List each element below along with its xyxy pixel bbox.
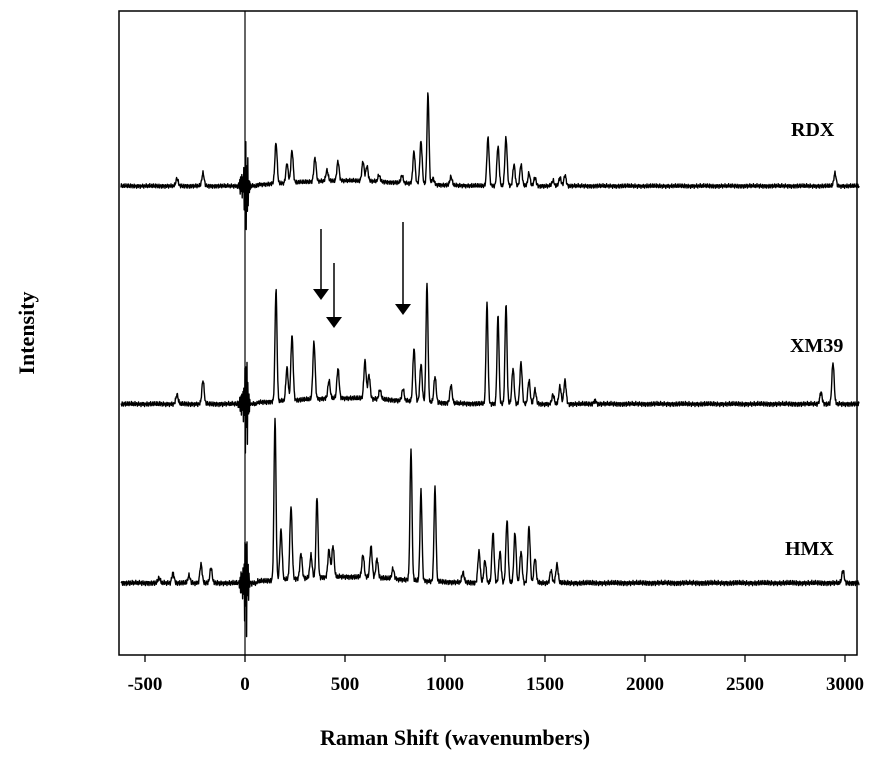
- x-tick-label: 1500: [526, 674, 564, 695]
- annotation-arrows: [313, 222, 411, 328]
- x-axis-ticks: -500 0 500 1000 1500 2000 2500 3000: [128, 655, 864, 695]
- series-label-hmx: HMX: [785, 538, 834, 560]
- spectrum-line-xm39: [120, 282, 860, 454]
- x-tick-label: 2000: [626, 674, 664, 695]
- x-tick-label: 0: [240, 674, 250, 695]
- x-tick-label: 500: [331, 674, 360, 695]
- x-axis-title: Raman Shift (wavenumbers): [320, 725, 590, 750]
- x-tick-label: 1000: [426, 674, 464, 695]
- series-label-xm39: XM39: [790, 335, 843, 357]
- x-tick-label: 3000: [826, 674, 864, 695]
- spectrum-line-rdx: [120, 92, 860, 231]
- annotation-arrow-head: [326, 317, 342, 328]
- x-tick-label: 2500: [726, 674, 764, 695]
- series-labels: RDX XM39 HMX: [785, 119, 843, 560]
- plot-frame: [118, 10, 858, 656]
- x-tick-label: -500: [128, 674, 163, 695]
- spectra-traces: [120, 92, 860, 638]
- y-axis-title: Intensity: [14, 291, 39, 374]
- annotation-arrow-head: [313, 289, 329, 300]
- spectrum-line-hmx: [120, 417, 860, 638]
- series-label-rdx: RDX: [791, 119, 835, 141]
- annotation-arrow-head: [395, 304, 411, 315]
